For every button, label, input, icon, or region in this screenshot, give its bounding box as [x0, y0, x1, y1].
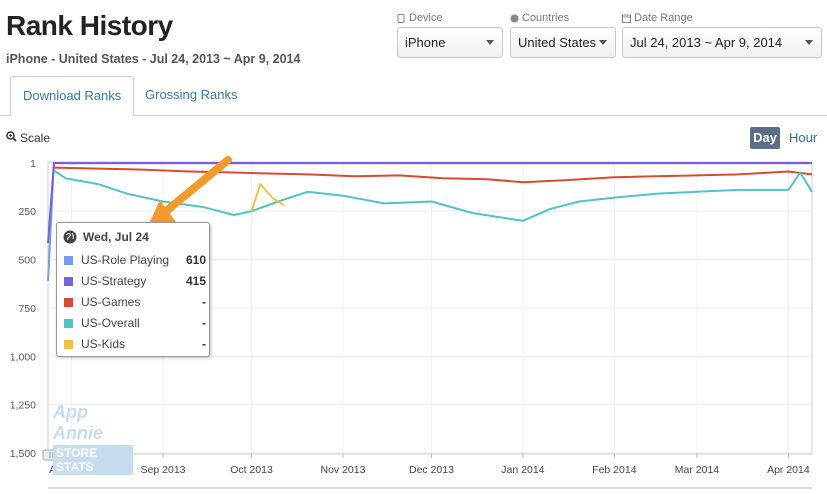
chevron-down-icon	[805, 40, 813, 45]
countries-select[interactable]: United States	[510, 27, 616, 58]
device-select[interactable]: iPhone	[397, 27, 503, 58]
device-filter: Device iPhone	[397, 12, 503, 58]
series-line-us-overall[interactable]	[53, 169, 813, 222]
chevron-down-icon	[599, 40, 607, 45]
x-tick-label: Feb 2014	[592, 464, 637, 476]
rank-tabs: Download Ranks Grossing Ranks	[0, 76, 827, 116]
x-tick-label: Sep 2013	[141, 464, 186, 476]
watermark-line2: STORE STATS	[53, 445, 133, 475]
countries-filter-label: Countries	[522, 12, 570, 24]
date-range-filter-label: Date Range	[634, 12, 693, 24]
series-line-us-strategy[interactable]	[47, 162, 812, 244]
tab-grossing-ranks[interactable]: Grossing Ranks	[145, 87, 238, 102]
x-tick-label: Oct 2013	[230, 464, 273, 476]
y-tick-label: 1,500	[10, 448, 36, 460]
tooltip-row-value: -	[202, 337, 206, 351]
page-title: Rank History	[6, 10, 173, 41]
tooltip-row: US-Overall -	[64, 313, 206, 333]
y-tick-label: 500	[18, 255, 36, 267]
calendar-icon	[622, 14, 631, 23]
countries-select-value: United States	[518, 35, 597, 50]
device-filter-label: Device	[409, 12, 443, 24]
tooltip-row-name: US-Kids	[81, 337, 126, 351]
app-annie-watermark: App Annie STORE STATS	[53, 402, 133, 476]
chart-tooltip: Wed, Jul 24 US-Role Playing 610 US-Strat…	[56, 222, 210, 357]
legend-swatch	[64, 297, 73, 307]
series-lines	[47, 162, 813, 281]
globe-icon	[63, 230, 77, 244]
tooltip-row: US-Games -	[64, 292, 206, 312]
zoom-icon	[6, 131, 17, 145]
x-tick-label: Apr 2014	[767, 464, 810, 476]
y-tick-label: 750	[18, 303, 36, 315]
legend-swatch	[64, 276, 73, 286]
tooltip-row-value: 415	[185, 274, 206, 288]
legend-swatch	[64, 255, 73, 265]
x-tick-label: Mar 2014	[675, 464, 720, 476]
tooltip-row-name: US-Strategy	[81, 274, 147, 288]
tooltip-row: US-Role Playing 610	[64, 250, 206, 270]
x-tick-label: Jan 2014	[501, 464, 544, 476]
tooltip-row-value: -	[202, 316, 206, 330]
tooltip-row-name: US-Overall	[81, 316, 140, 330]
scale-label: Scale	[20, 131, 51, 145]
legend-swatch	[64, 318, 73, 328]
y-tick-label: 1,250	[10, 400, 36, 412]
y-tick-label: 1,000	[10, 351, 36, 363]
watermark-line1: App Annie	[53, 402, 104, 443]
tooltip-date: Wed, Jul 24	[83, 230, 149, 244]
day-button[interactable]: Day	[750, 127, 780, 149]
phone-icon	[397, 14, 405, 23]
tooltip-row-value: -	[202, 295, 206, 309]
date-range-filter: Date Range Jul 24, 2013 ~ Apr 9, 2014	[622, 12, 822, 58]
device-select-value: iPhone	[405, 35, 446, 50]
legend-swatch	[64, 339, 73, 349]
hour-button[interactable]: Hour	[789, 130, 818, 145]
tab-download-ranks[interactable]: Download Ranks	[10, 76, 135, 116]
tooltip-row-value: 610	[185, 253, 206, 267]
tooltip-row-name: US-Role Playing	[81, 253, 170, 267]
page-subtitle: iPhone - United States - Jul 24, 2013 ~ …	[6, 52, 301, 66]
x-tick-label: Nov 2013	[321, 464, 366, 476]
countries-filter: Countries United States	[510, 12, 616, 58]
y-tick-label: 250	[18, 206, 36, 218]
tooltip-row: US-Kids -	[64, 334, 206, 354]
tooltip-row: US-Strategy 415	[64, 271, 206, 291]
y-tick-label: 1	[30, 158, 36, 170]
series-line-us-kids[interactable]	[250, 183, 285, 212]
series-line-us-games[interactable]	[53, 166, 813, 184]
tooltip-row-name: US-Games	[81, 295, 141, 309]
date-range-select-value: Jul 24, 2013 ~ Apr 9, 2014	[630, 35, 783, 50]
x-tick-label: Dec 2013	[409, 464, 454, 476]
chevron-down-icon	[486, 40, 494, 45]
y-axis: 1 250 500 750 1,000 1,250 1,500	[10, 158, 36, 460]
date-range-select[interactable]: Jul 24, 2013 ~ Apr 9, 2014	[622, 27, 822, 58]
scale-toggle[interactable]: Scale	[6, 131, 50, 145]
globe-icon	[510, 14, 519, 23]
